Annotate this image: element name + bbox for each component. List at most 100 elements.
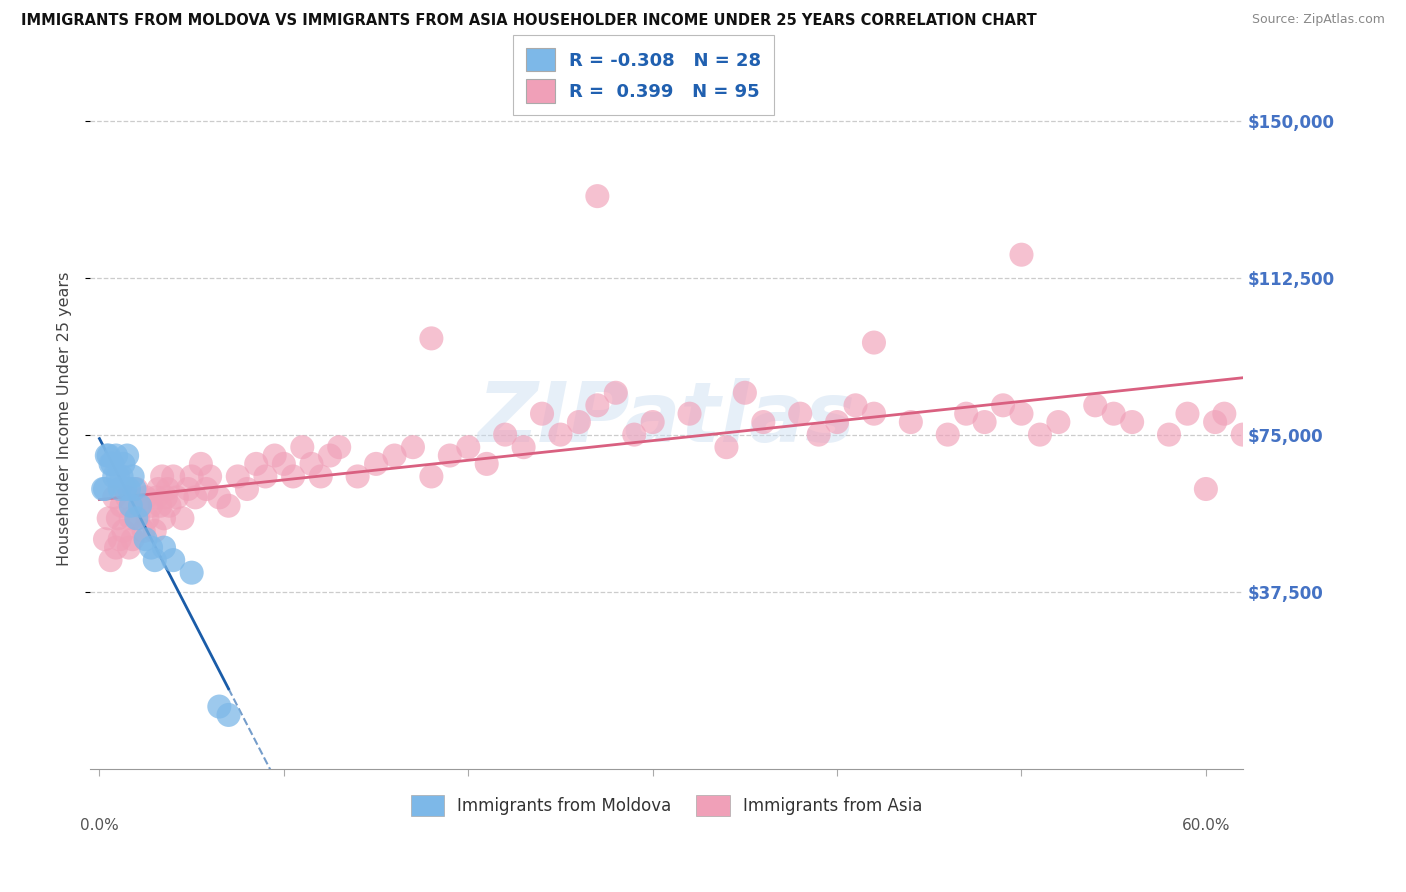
Point — [301, 457, 323, 471]
Point — [900, 415, 922, 429]
Point — [494, 427, 516, 442]
Point — [166, 491, 188, 505]
Point — [108, 532, 131, 546]
Point — [1213, 407, 1236, 421]
Point — [150, 469, 173, 483]
Point — [159, 499, 181, 513]
Point — [844, 398, 866, 412]
Point — [129, 499, 152, 513]
Point — [384, 449, 406, 463]
Point — [121, 469, 143, 483]
Point — [143, 524, 166, 538]
Point — [716, 440, 738, 454]
Point — [281, 469, 304, 483]
Point — [132, 524, 155, 538]
Point — [623, 427, 645, 442]
Point — [1011, 407, 1033, 421]
Point — [112, 524, 135, 538]
Point — [641, 415, 664, 429]
Point — [1157, 427, 1180, 442]
Point — [319, 449, 342, 463]
Point — [97, 449, 120, 463]
Point — [550, 427, 572, 442]
Point — [245, 457, 267, 471]
Point — [208, 699, 231, 714]
Point — [531, 407, 554, 421]
Point — [198, 469, 221, 483]
Point — [153, 511, 176, 525]
Point — [402, 440, 425, 454]
Point — [135, 532, 157, 546]
Point — [125, 511, 148, 525]
Point — [1084, 398, 1107, 412]
Point — [364, 457, 387, 471]
Point — [1195, 482, 1218, 496]
Legend: Immigrants from Moldova, Immigrants from Asia: Immigrants from Moldova, Immigrants from… — [402, 787, 931, 824]
Point — [420, 469, 443, 483]
Point — [1047, 415, 1070, 429]
Point — [103, 469, 125, 483]
Point — [605, 385, 627, 400]
Point — [118, 541, 141, 555]
Point — [107, 469, 129, 483]
Point — [955, 407, 977, 421]
Point — [114, 482, 136, 496]
Point — [208, 491, 231, 505]
Point — [127, 511, 149, 525]
Point — [273, 457, 295, 471]
Point — [752, 415, 775, 429]
Point — [226, 469, 249, 483]
Point — [94, 532, 117, 546]
Point — [121, 532, 143, 546]
Point — [115, 491, 138, 505]
Point — [457, 440, 479, 454]
Point — [112, 457, 135, 471]
Point — [1232, 427, 1254, 442]
Point — [807, 427, 830, 442]
Point — [568, 415, 591, 429]
Point — [863, 335, 886, 350]
Point — [512, 440, 534, 454]
Point — [108, 482, 131, 496]
Point — [91, 482, 114, 496]
Point — [136, 511, 159, 525]
Point — [1204, 415, 1226, 429]
Text: 60.0%: 60.0% — [1181, 818, 1230, 833]
Point — [145, 491, 167, 505]
Point — [103, 491, 125, 505]
Point — [1121, 415, 1143, 429]
Point — [105, 541, 128, 555]
Point — [586, 189, 609, 203]
Point — [100, 553, 122, 567]
Point — [1177, 407, 1199, 421]
Point — [149, 499, 172, 513]
Point — [825, 415, 848, 429]
Point — [120, 511, 142, 525]
Point — [263, 449, 285, 463]
Point — [139, 499, 162, 513]
Point — [991, 398, 1014, 412]
Point — [143, 553, 166, 567]
Point — [118, 482, 141, 496]
Point — [1011, 248, 1033, 262]
Point — [586, 398, 609, 412]
Point — [129, 499, 152, 513]
Point — [218, 707, 240, 722]
Text: IMMIGRANTS FROM MOLDOVA VS IMMIGRANTS FROM ASIA HOUSEHOLDER INCOME UNDER 25 YEAR: IMMIGRANTS FROM MOLDOVA VS IMMIGRANTS FR… — [21, 13, 1036, 29]
Point — [184, 491, 207, 505]
Point — [734, 385, 756, 400]
Point — [291, 440, 314, 454]
Point — [678, 407, 700, 421]
Point — [153, 541, 176, 555]
Point — [172, 511, 194, 525]
Text: 0.0%: 0.0% — [80, 818, 120, 833]
Point — [110, 469, 132, 483]
Point — [863, 407, 886, 421]
Point — [120, 499, 142, 513]
Point — [195, 482, 218, 496]
Point — [1029, 427, 1052, 442]
Point — [110, 499, 132, 513]
Point — [156, 482, 179, 496]
Point — [346, 469, 368, 483]
Point — [254, 469, 277, 483]
